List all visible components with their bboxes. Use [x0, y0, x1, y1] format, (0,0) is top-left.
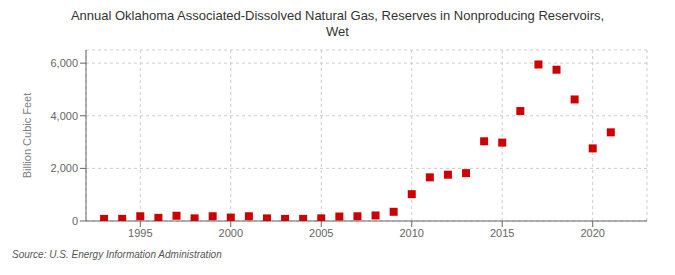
svg-text:Billion Cubic Feet: Billion Cubic Feet [21, 93, 33, 179]
svg-text:2000: 2000 [219, 227, 243, 239]
svg-text:0: 0 [72, 215, 78, 227]
svg-text:2015: 2015 [490, 227, 514, 239]
svg-text:2,000: 2,000 [50, 162, 78, 174]
html-text:Annual Oklahoma Associated-Dis: Annual Oklahoma Associated-Dissolved Nat… [70, 8, 605, 39]
svg-text:2010: 2010 [399, 227, 423, 239]
svg-text:2005: 2005 [309, 227, 333, 239]
svg-text:2020: 2020 [580, 227, 604, 239]
svg-text:4,000: 4,000 [50, 110, 78, 122]
html-text:Source: U.S. Energy Informatio: Source: U.S. Energy Information Administ… [12, 249, 222, 260]
svg-text:6,000: 6,000 [50, 57, 78, 69]
svg-text:1995: 1995 [128, 227, 152, 239]
